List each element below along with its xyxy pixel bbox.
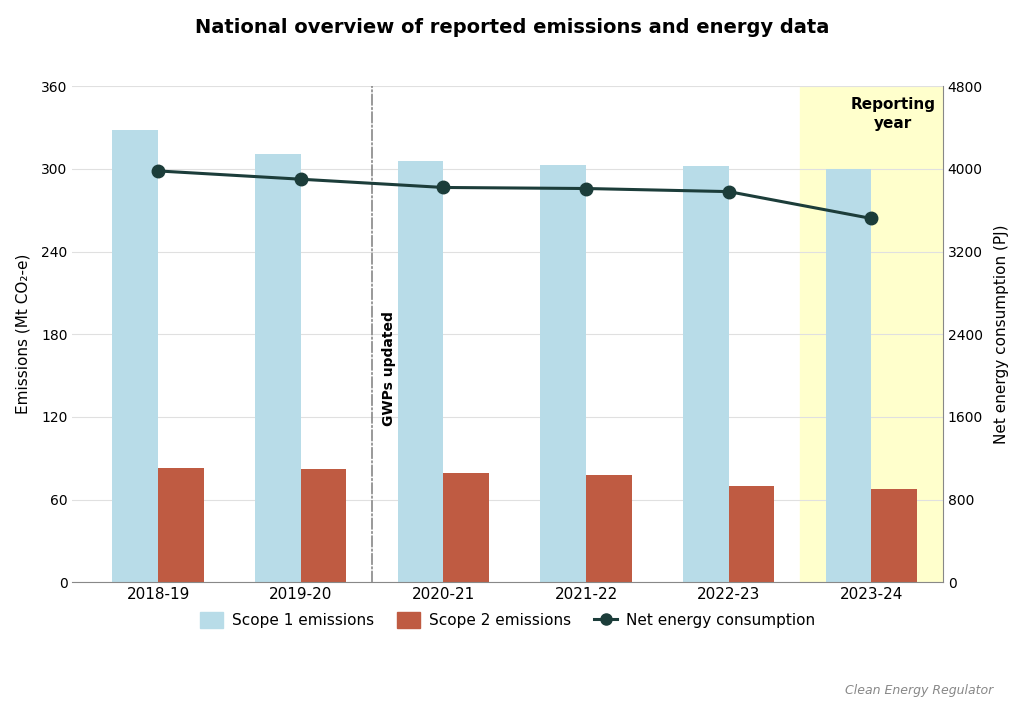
Y-axis label: Emissions (Mt CO₂-e): Emissions (Mt CO₂-e) xyxy=(15,254,30,415)
Bar xyxy=(541,165,586,582)
Text: Reporting
year: Reporting year xyxy=(850,97,935,131)
Bar xyxy=(586,474,632,582)
Bar xyxy=(397,161,443,582)
Bar xyxy=(871,489,918,582)
Net energy consumption xyxy=(295,175,307,184)
Net energy consumption xyxy=(437,183,450,191)
Bar xyxy=(729,486,774,582)
Bar xyxy=(113,130,158,582)
Net energy consumption xyxy=(723,187,735,196)
Text: National overview of reported emissions and energy data: National overview of reported emissions … xyxy=(195,18,829,37)
Bar xyxy=(301,470,346,582)
Bar xyxy=(825,169,871,582)
Net energy consumption xyxy=(152,167,164,175)
Bar xyxy=(800,86,943,582)
Bar xyxy=(443,473,489,582)
Y-axis label: Net energy consumption (PJ): Net energy consumption (PJ) xyxy=(994,225,1009,444)
Legend: Scope 1 emissions, Scope 2 emissions, Net energy consumption: Scope 1 emissions, Scope 2 emissions, Ne… xyxy=(194,606,821,634)
Bar xyxy=(158,468,204,582)
Text: Clean Energy Regulator: Clean Energy Regulator xyxy=(845,684,993,697)
Line: Net energy consumption: Net energy consumption xyxy=(152,165,878,225)
Bar xyxy=(255,153,301,582)
Net energy consumption xyxy=(580,184,592,193)
Text: GWPs updated: GWPs updated xyxy=(382,311,396,426)
Net energy consumption xyxy=(865,214,878,222)
Bar xyxy=(683,166,729,582)
